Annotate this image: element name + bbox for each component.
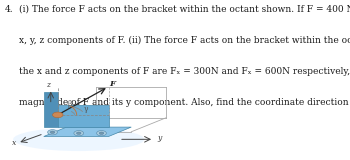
Circle shape: [99, 132, 104, 134]
Text: z: z: [46, 81, 50, 89]
Text: β: β: [67, 100, 72, 108]
Circle shape: [52, 112, 63, 118]
Circle shape: [74, 131, 84, 136]
Circle shape: [48, 130, 57, 135]
Text: the x and z components of F are Fₓ = 300N and Fₓ = 600N respectively, and β = 60: the x and z components of F are Fₓ = 300…: [19, 67, 350, 76]
Polygon shape: [44, 127, 131, 136]
Polygon shape: [44, 92, 58, 127]
Circle shape: [97, 131, 106, 136]
Text: magnitude of F and its y component. Also, find the coordinate direction angles α: magnitude of F and its y component. Also…: [19, 98, 350, 107]
Circle shape: [76, 132, 81, 134]
Circle shape: [50, 131, 55, 133]
Text: x: x: [12, 139, 16, 147]
Text: 4.: 4.: [5, 5, 13, 14]
Text: x, y, z components of F. (ii) The force F acts on the bracket within the octant : x, y, z components of F. (ii) The force …: [19, 36, 350, 45]
Text: γ: γ: [84, 105, 89, 113]
Text: y: y: [158, 134, 162, 142]
Polygon shape: [58, 105, 108, 127]
Text: F: F: [109, 80, 116, 88]
Ellipse shape: [13, 128, 144, 151]
Text: (i) The force F acts on the bracket within the octant shown. If F = 400 N, β = 6: (i) The force F acts on the bracket with…: [19, 5, 350, 14]
